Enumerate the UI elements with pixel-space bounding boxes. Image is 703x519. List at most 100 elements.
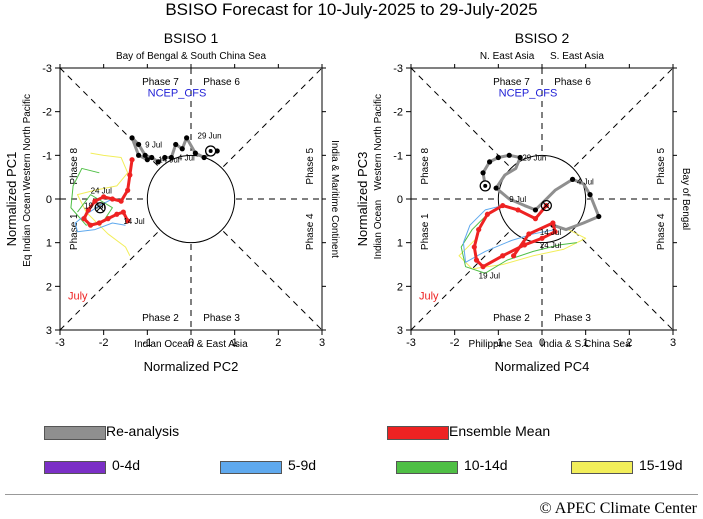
p0-day-label: 14 Jul [123,217,145,226]
p1-day-label: 9 Jul [509,195,526,204]
p1-unit-circle [497,154,587,244]
p1-left-inner-region: Western North Pacific [373,94,384,191]
p0-day-label: 14 Jul [158,156,180,165]
p0-ytick-label: 3 [46,325,52,337]
p0-xtick-label: 2 [275,337,281,349]
p1-xtick-label: 3 [670,337,676,349]
p0-top-region: Bay of Bengal & South China Sea [116,51,267,62]
p1-series-ensemble-mean [472,204,557,269]
p0-ylabel: Normalized PC1 [4,152,19,247]
p1-phase-label: Phase 8 [420,147,431,184]
p0-phase-label: Phase 7 [142,77,179,88]
p1-day-label: 24 Jul [540,241,562,250]
p1-ytick-label: -2 [393,107,403,119]
p1-reanalysis-point [587,192,593,198]
p1-xtick-label: -3 [406,337,416,349]
p0-day-label: 19 Jul [84,202,106,211]
p0-phase-label: Phase 4 [305,213,316,250]
footer-divider [5,494,698,495]
p0-phase-label: Phase 3 [203,313,240,324]
p0-xtick-label: 3 [319,337,325,349]
p1-ensemble-point [532,216,539,222]
p0-reanalysis-point [142,152,148,158]
legend-reanalysis-swatch [44,426,106,440]
p0-ensemble-point [87,222,94,228]
p0-phase-label: Phase 2 [142,313,179,324]
p1-ensemble-point [552,229,558,235]
p0-ensemble-point [125,187,131,193]
p1-ensemble-point [476,226,482,233]
p0-phase-label: Phase 1 [69,213,80,250]
p0-reanalysis-point [162,154,168,161]
p1-ylabel: Normalized PC3 [355,152,370,247]
p0-right-region: India & Maritime Continent [329,140,340,258]
p0-start-marker-dot [208,148,213,153]
p1-xtick-label: 0 [539,337,545,349]
p1-end-marker [540,199,552,212]
p0-ytick-label: 2 [46,281,52,293]
p0-reanalysis-point [149,154,155,161]
p1-phase-label: Phase 4 [656,213,667,250]
p0-reanalysis-point [136,152,142,158]
p1-model-label: NCEP_CFS [499,87,558,99]
p0-reanalysis-point [201,154,207,161]
p0-ensemble-point [127,172,133,178]
p1-ytick-label: -3 [393,63,403,75]
p1-ensemble-point [511,253,517,259]
p0-ensemble-point [125,218,131,224]
p1-reanalysis-point [569,176,576,182]
p0-ytick-label: -2 [42,107,52,119]
p1-month-label: July [419,290,439,302]
p1-day-label: 19 Jul [479,271,501,280]
legend: Re-analysis Ensemble Mean 0-4d 5-9d 10-1… [0,420,703,480]
p0-ytick-label: -3 [42,63,52,75]
p1-series-10-14d [460,211,577,274]
p1-ensemble-point [526,231,532,237]
p1-phase-label: Phase 5 [656,147,667,184]
p1-xtick-label: 1 [583,337,589,349]
p1-reanalysis-point [480,170,486,176]
legend-15-19d-swatch [571,461,633,474]
p1-reanalysis-point [506,152,512,158]
p1-ensemble-point [500,253,506,259]
p1-reanalysis-point [495,154,501,161]
p1-left-outer-region: Indian Ocean [373,200,384,259]
p0-reanalysis-point [129,135,135,141]
p0-xtick-label: 0 [188,337,194,349]
p1-ensemble-point [473,257,480,263]
p1-xtick-label: -2 [450,337,460,349]
p0-ensemble-point [118,198,124,204]
p1-ytick-label: 3 [397,325,403,337]
p1-ytick-label: 1 [397,238,403,250]
p0-ytick-label: 1 [46,238,52,250]
p0-reanalysis-point [136,141,142,148]
bsiso2-chart: BSISO 2 N. East Asia S. East Asia Philippin… [355,30,691,374]
legend-ensemble-swatch [387,426,449,440]
legend-0-4d-label: 0-4d [112,457,141,473]
p1-phase-label: Phase 2 [493,313,530,324]
p0-month-label: July [68,290,88,302]
p0-phase-label: Phase 6 [203,77,240,88]
p0-ensemble-point [81,216,87,222]
p0-reanalysis-point [192,150,198,156]
p1-ensemble-point [500,202,506,209]
p0-ensemble-point [109,196,115,202]
p0-ensemble-point [96,220,102,226]
p0-reanalysis-point [155,159,161,165]
p0-end-marker-x2 [96,203,105,212]
legend-15-19d-label: 15-19d [639,457,683,473]
p1-end-marker-x2 [542,201,551,210]
legend-10-14d-swatch [396,461,458,474]
p1-title: BSISO 2 [515,30,570,46]
p1-xtick-label: 2 [626,337,632,349]
p1-reanalysis-point [493,185,499,191]
p1-ensemble-point [550,220,556,226]
p1-phase-label: Phase 3 [554,313,591,324]
p1-day-label: 29 Jun [522,154,546,163]
p0-bottom-region: Indian Ocean & East Asia [134,339,248,350]
p1-day-label: 4 Jul [577,178,594,187]
p0-reanalysis-point [173,141,179,148]
p0-ensemble-point [129,157,135,163]
legend-5-9d-label: 5-9d [288,457,317,473]
p1-top-right-region: S. East Asia [550,51,604,62]
